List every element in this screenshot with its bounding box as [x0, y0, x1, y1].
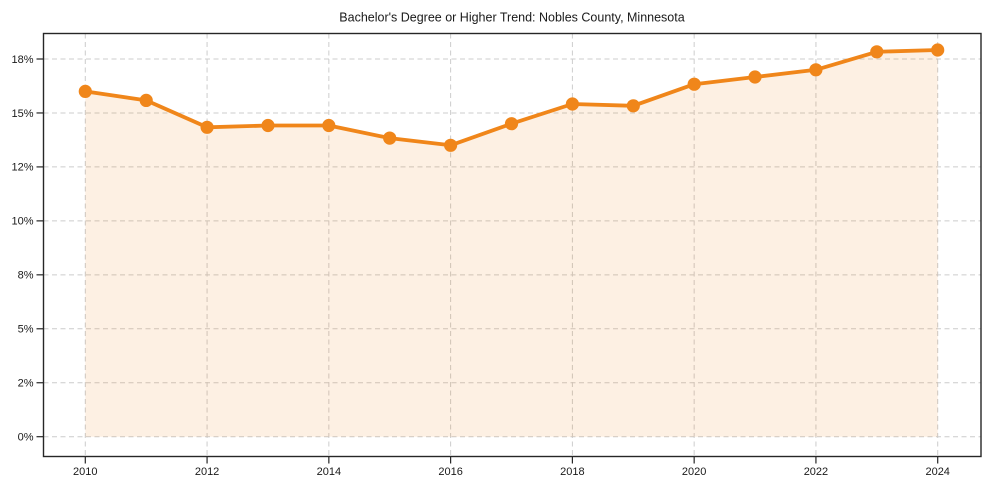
- x-tick-label: 2012: [195, 466, 219, 478]
- data-point-2016: [444, 138, 458, 152]
- area-fill: [85, 50, 938, 437]
- data-point-2012: [200, 120, 214, 134]
- y-tick-label: 5%: [18, 324, 34, 336]
- y-tick-label: 10%: [11, 216, 33, 228]
- data-point-2013: [261, 118, 275, 133]
- data-point-2020: [687, 77, 701, 91]
- x-tick-label: 2014: [317, 466, 341, 478]
- data-point-2022: [809, 63, 823, 77]
- x-tick-label: 2018: [560, 466, 584, 478]
- x-tick-label: 2016: [438, 466, 462, 478]
- plot-border: [42, 32, 982, 458]
- data-point-2017: [504, 117, 519, 131]
- data-point-2021: [748, 70, 762, 84]
- data-point-2015: [383, 131, 397, 145]
- y-tick-label: 2%: [18, 378, 34, 390]
- data-point-2010: [78, 84, 92, 98]
- gridlines: [43, 33, 981, 457]
- x-tick-label: 2024: [925, 466, 949, 478]
- data-point-2024: [931, 43, 945, 57]
- y-tick-label: 12%: [11, 162, 33, 174]
- y-tick-label: 18%: [11, 54, 33, 66]
- data-point-2011: [139, 93, 153, 107]
- data-point-2018: [565, 97, 580, 111]
- plot-area: 0% 2% 5% 8% 10% 12% 15% 18% 2010 2012 2014 2016 2018…: [11, 32, 982, 478]
- y-tick-label: 15%: [11, 108, 33, 120]
- x-tick-label: 2020: [682, 466, 706, 478]
- data-point-2019: [626, 99, 640, 113]
- y-tick-label: 8%: [18, 270, 34, 282]
- chart-title: Bachelor's Degree or Higher Trend: Noble…: [339, 11, 684, 25]
- data-point-2014: [322, 118, 336, 133]
- y-tick-label: 0%: [18, 432, 34, 444]
- x-tick-label: 2022: [804, 466, 828, 478]
- data-point-2023: [870, 45, 884, 59]
- x-tick-label: 2010: [73, 466, 97, 478]
